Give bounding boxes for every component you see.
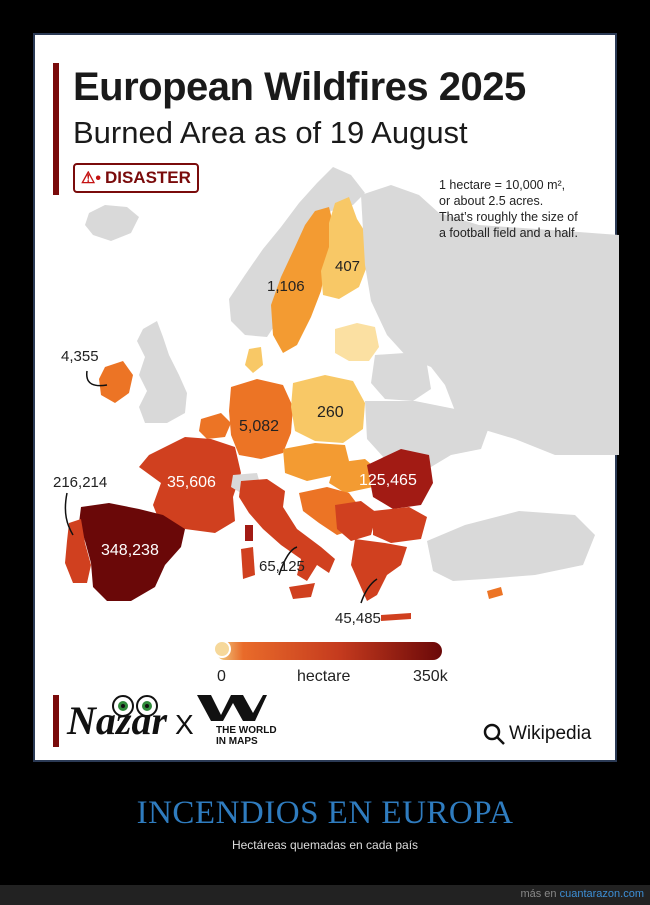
portugal-callout [64,492,74,536]
world-in-maps-logo-icon [197,695,267,721]
baltics-shape [335,323,379,361]
sardinia-shape [241,547,255,579]
germany-shape [229,379,293,459]
disaster-badge: ⚠• DISASTER [73,163,199,193]
france-shape [139,437,241,533]
map-title: European Wildfires 2025 [73,65,526,109]
source-credit: Wikipedia [483,723,591,745]
sweden-shape [271,207,335,353]
serbia-shape [335,501,377,541]
search-icon [483,723,505,745]
legend-zero-marker [213,640,231,658]
world-in-maps-text: THE WORLD IN MAPS [216,725,277,747]
iceland-shape [85,205,139,241]
warning-icon: ⚠• [81,170,101,187]
title-accent-bar [53,63,59,195]
finland-shape [321,197,369,299]
nazar-eyes-icon [112,695,158,717]
caption-subtitle: Hectáreas quemadas en cada país [231,838,419,852]
note-line: a football field and a half. [439,226,578,240]
turkey-shape [427,511,595,581]
uk-shape [137,321,187,423]
crete-shape [381,613,411,621]
italy-callout [278,546,298,576]
label-ireland: 4,355 [61,348,99,365]
label-spain: 348,238 [101,542,159,559]
legend-unit-label: hectare [297,668,351,685]
label-poland: 260 [317,404,344,421]
romania-shape [367,449,433,509]
note-line: 1 hectare = 10,000 m², [439,178,566,192]
portugal-shape [65,519,91,583]
ireland-callout [86,370,108,387]
label-italy: 65,125 [259,558,305,575]
badge-label: DISASTER [104,168,191,187]
source-label: Wikipedia [509,723,592,744]
europe-map: 4,355 216,214 348,238 35,606 5,082 260 1… [53,167,619,627]
map-subtitle: Burned Area as of 19 August [73,115,468,150]
ireland-shape [99,361,133,403]
russia-shape [361,185,619,455]
label-germany: 5,082 [239,418,279,435]
label-france: 35,606 [167,474,216,491]
hungary-shape [329,459,379,493]
label-romania: 125,465 [359,472,417,489]
site-credit: más en cuantarazon.com [520,888,644,900]
label-greece: 45,485 [335,610,381,627]
collab-separator: X [175,709,194,740]
spain-shape [79,503,185,601]
legend-max-label: 350k [413,668,448,685]
cyprus-shape [487,587,503,599]
sicily-shape [289,583,315,599]
site-prefix: más en [520,888,557,900]
map-card: European Wildfires 2025 Burned Area as o… [33,33,619,762]
bulgaria-shape [373,507,427,543]
footer-strip [0,885,650,905]
footer-accent-bar [53,695,59,747]
site-link[interactable]: cuantarazon.com [559,888,644,900]
legend-min-label: 0 [217,668,226,685]
wim-line1: THE WORLD [216,725,277,736]
note-line: That’s roughly the size of [439,210,578,224]
benelux-shape [199,413,231,439]
label-sweden: 1,106 [267,278,305,295]
label-portugal: 216,214 [53,474,107,491]
belarus-shape [371,353,431,401]
wim-line2: IN MAPS [216,736,258,747]
italy-shape [239,479,335,581]
legend-color-bar [216,642,442,660]
note-line: or about 2.5 acres. [439,194,544,208]
hectare-note: 1 hectare = 10,000 m², or about 2.5 acre… [439,177,619,241]
corsica-shape [245,525,253,541]
poland-shape [291,375,365,443]
greece-shape [351,539,407,601]
label-finland: 407 [335,258,360,275]
greece-callout [360,578,378,604]
caption-title: INCENDIOS EN EUROPA [136,795,514,831]
denmark-shape [245,347,263,373]
